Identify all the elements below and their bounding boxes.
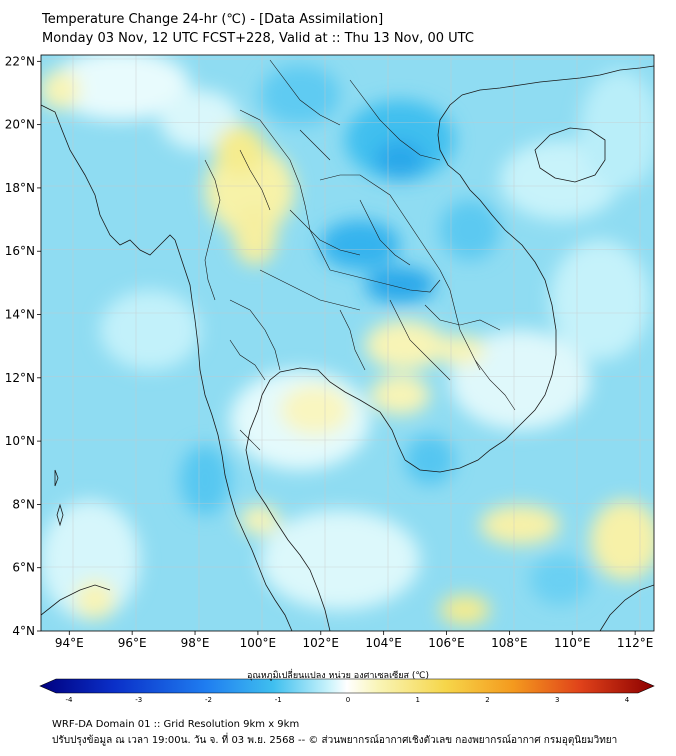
lon-label: 112°E bbox=[617, 636, 654, 650]
lat-label: 8°N bbox=[12, 497, 35, 511]
colorbar-tick-label: 1 bbox=[416, 696, 420, 704]
colorbar-tick-label: 2 bbox=[485, 696, 489, 704]
coastlines bbox=[41, 65, 654, 631]
colorbar-gradient bbox=[39, 678, 655, 694]
plot-frame bbox=[40, 54, 655, 632]
chart-title: Temperature Change 24-hr (℃) - [Data Ass… bbox=[42, 12, 384, 27]
footer-line-2: ปรับปรุงข้อมูล ณ เวลา 19:00น. วัน จ. ที่… bbox=[52, 735, 618, 746]
lon-label: 96°E bbox=[118, 636, 147, 650]
lat-label: 10°N bbox=[5, 434, 35, 448]
colorbar-tick-label: -4 bbox=[66, 696, 74, 704]
footer-line-1: WRF-DA Domain 01 :: Grid Resolution 9km … bbox=[52, 719, 300, 730]
lon-label: 106°E bbox=[428, 636, 465, 650]
lat-label: 16°N bbox=[5, 244, 35, 258]
colorbar-tick-label: 3 bbox=[555, 696, 559, 704]
colorbar-tick-label: 0 bbox=[346, 696, 350, 704]
colorbar-tick-label: -2 bbox=[205, 696, 212, 704]
colorbar: -4 -3 -2 -1 0 1 2 3 4 bbox=[39, 678, 655, 704]
colorbar-tick-label: -3 bbox=[135, 696, 142, 704]
colorbar-label: อุณหภูมิเปลี่ยนแปลง หน่วย องศาเซลเซียส (… bbox=[246, 671, 430, 681]
axis-labels: 22°N 20°N 18°N 16°N 14°N 12°N 10°N 8°N 6°N 4°N 94°… bbox=[5, 54, 654, 650]
lon-label: 94°E bbox=[55, 636, 84, 650]
lon-label: 104°E bbox=[365, 636, 402, 650]
colorbar-tick-label: 4 bbox=[625, 696, 630, 704]
lat-label: 6°N bbox=[12, 561, 35, 575]
province-borders bbox=[204, 59, 516, 451]
lon-label: 110°E bbox=[554, 636, 591, 650]
colorbar-tick-label: -1 bbox=[275, 696, 282, 704]
lon-label: 100°E bbox=[240, 636, 277, 650]
lat-label: 18°N bbox=[5, 181, 35, 195]
lat-label: 20°N bbox=[5, 118, 35, 132]
colorbar-ticks: -4 -3 -2 -1 0 1 2 3 4 bbox=[66, 696, 630, 704]
lon-label: 108°E bbox=[491, 636, 528, 650]
lat-label: 14°N bbox=[5, 308, 35, 322]
temperature-field bbox=[41, 55, 654, 631]
lon-label: 102°E bbox=[303, 636, 340, 650]
lon-label: 98°E bbox=[181, 636, 210, 650]
lat-label: 4°N bbox=[12, 624, 35, 638]
chart-subtitle: Monday 03 Nov, 12 UTC FCST+228, Valid at… bbox=[42, 31, 474, 46]
lat-label: 22°N bbox=[5, 54, 35, 68]
lat-label: 12°N bbox=[5, 371, 35, 385]
